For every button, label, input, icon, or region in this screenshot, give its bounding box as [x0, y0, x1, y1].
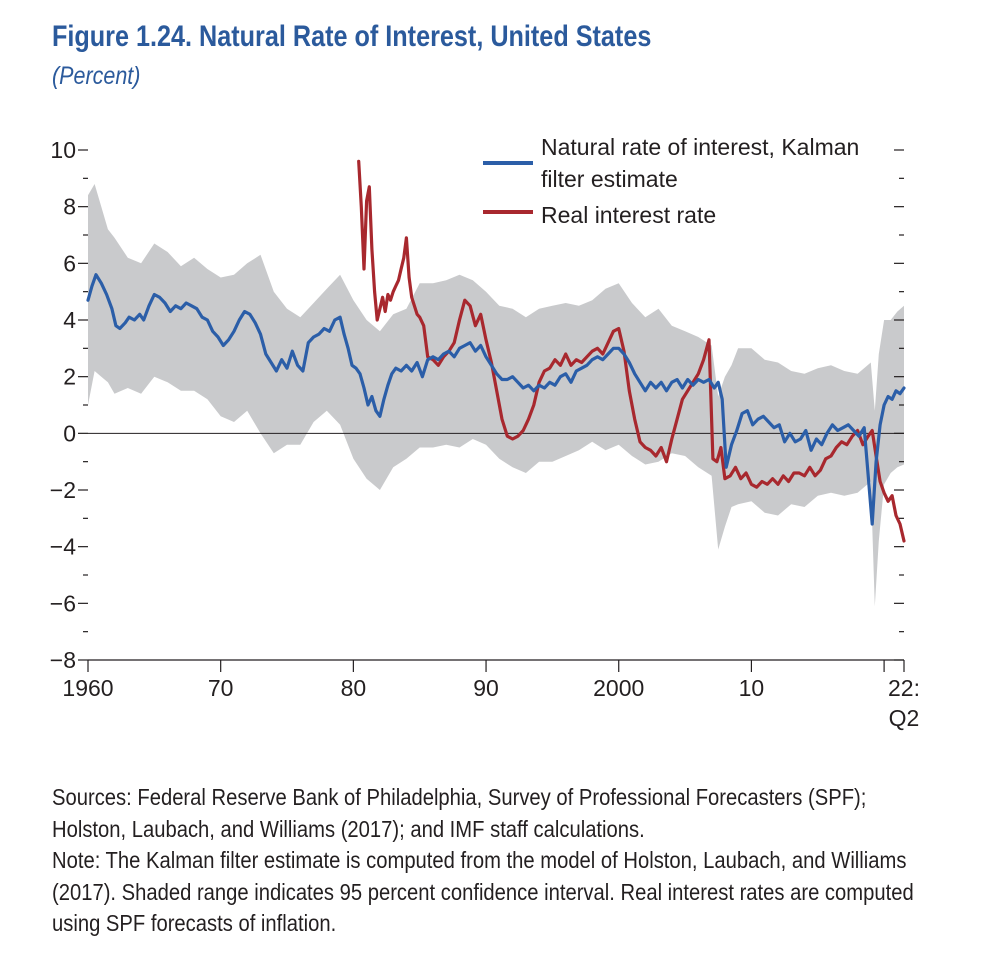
y-tick-label: −6	[50, 590, 76, 616]
x-tick-label: 1960	[62, 675, 113, 701]
legend-label-kalman-line1: Natural rate of interest, Kalman	[541, 134, 859, 160]
x-tick-label: 10	[739, 675, 765, 701]
legend: Natural rate of interest, Kalman filter e…	[483, 134, 859, 228]
x-tick-label: 80	[341, 675, 367, 701]
x-tick-label: 2000	[593, 675, 644, 701]
x-tick-label: 22:	[888, 675, 920, 701]
x-tick-label: 90	[473, 675, 499, 701]
y-tick-label: 0	[63, 420, 76, 446]
y-tick-label: 8	[63, 194, 76, 220]
y-tick-label: 6	[63, 250, 76, 276]
real-rate-series-line	[357, 159, 906, 543]
x-tick-label-q2: Q2	[889, 705, 920, 731]
sources-text: Sources: Federal Reserve Bank of Philade…	[52, 784, 867, 842]
series-layer	[86, 159, 906, 543]
y-tick-label: 2	[63, 364, 76, 390]
y-tick-label: 10	[50, 137, 76, 163]
legend-label-kalman-line2: filter estimate	[541, 166, 678, 192]
page-title: Figure 1.24. Natural Rate of Interest, U…	[52, 20, 652, 53]
y-tick-label: −8	[50, 647, 76, 673]
y-tick-label: −2	[50, 477, 76, 503]
legend-label-real-rate: Real interest rate	[541, 202, 716, 228]
x-tick-label: 70	[208, 675, 234, 701]
kalman-series-line	[86, 273, 906, 526]
y-tick-label: −4	[50, 534, 76, 560]
chart-notes: Sources: Federal Reserve Bank of Philade…	[52, 782, 921, 940]
y-tick-label: 4	[63, 307, 76, 333]
page-subtitle: (Percent)	[52, 62, 141, 90]
note-text: Note: The Kalman filter estimate is comp…	[52, 847, 914, 936]
